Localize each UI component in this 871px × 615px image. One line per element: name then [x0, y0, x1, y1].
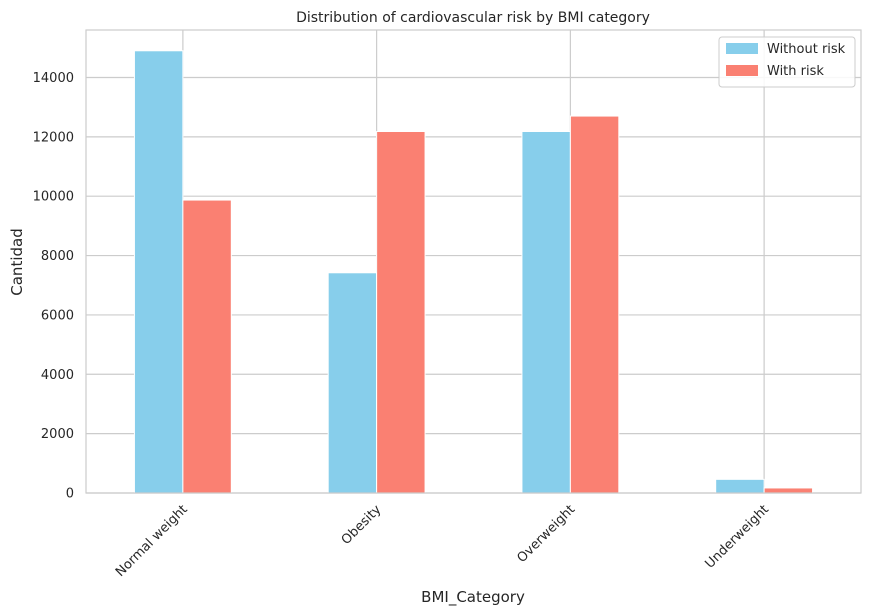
bar: [376, 131, 426, 494]
y-tick-label: 2000: [41, 427, 74, 442]
x-tick-label: Obesity: [339, 502, 385, 548]
y-tick-label: 6000: [41, 308, 74, 323]
legend-swatch: [726, 43, 758, 54]
x-tick-label: Normal weight: [113, 502, 191, 580]
bar: [327, 272, 378, 494]
y-tick-label: 4000: [41, 368, 74, 383]
y-tick-label: 8000: [41, 249, 74, 264]
bars: [133, 50, 814, 494]
y-tick-label: 10000: [33, 190, 74, 205]
bar: [715, 478, 765, 494]
x-axis-label: BMI_Category: [421, 588, 525, 607]
x-tick-label: Overweight: [514, 502, 578, 566]
plot-frame: [85, 29, 862, 494]
bar: [182, 199, 232, 494]
legend-label: Without risk: [767, 42, 846, 57]
y-tick-label: 14000: [33, 71, 74, 86]
bar: [569, 115, 620, 494]
legend-label: With risk: [767, 64, 824, 79]
y-tick-label: 0: [66, 487, 74, 502]
chart-title: Distribution of cardiovascular risk by B…: [296, 10, 650, 26]
x-tick-label: Underweight: [703, 502, 772, 571]
bar: [763, 487, 814, 494]
bar: [521, 131, 571, 494]
y-axis-label: Cantidad: [8, 228, 26, 295]
bar: [133, 50, 184, 494]
y-tick-label: 12000: [33, 130, 74, 145]
legend: Without risk With risk: [718, 36, 856, 88]
y-tick-labels: 0 2000 4000 6000 8000 10000 12000 14000: [33, 71, 74, 502]
x-tick-labels: Normal weight Obesity Overweight Underweigh…: [113, 502, 772, 580]
legend-swatch: [726, 65, 758, 76]
